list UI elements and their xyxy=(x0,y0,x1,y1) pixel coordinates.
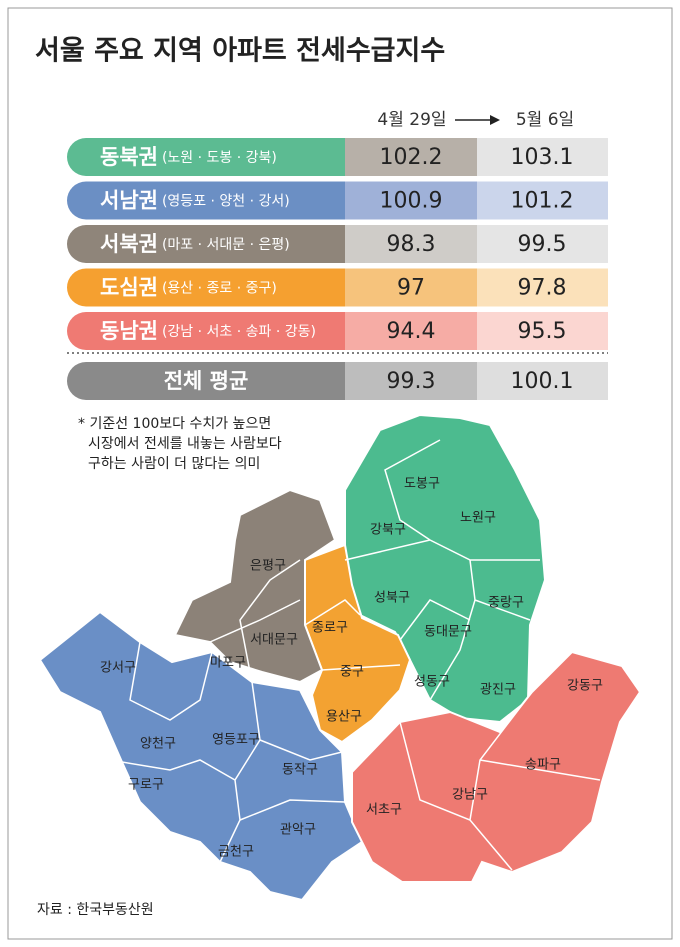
row-label-bg xyxy=(67,268,367,307)
region-southwest xyxy=(38,610,364,902)
district-label: 마포구 xyxy=(210,656,246,671)
district-label: 광진구 xyxy=(480,683,516,698)
cell-bg xyxy=(477,362,608,400)
region-name: 동북권 xyxy=(100,145,158,169)
arrow-head xyxy=(490,115,500,125)
note-line: * 기준선 100보다 수치가 높으면 xyxy=(78,416,271,432)
row-label: 동북권 (노원 · 도봉 · 강북) xyxy=(100,145,277,169)
district-label: 성북구 xyxy=(374,591,410,606)
region-name: 서남권 xyxy=(100,189,158,213)
district-label: 강북구 xyxy=(370,523,406,538)
district-label: 중구 xyxy=(340,665,364,680)
cell-bg xyxy=(477,268,608,307)
region-name: 전체 평균 xyxy=(164,369,249,393)
district-label: 서초구 xyxy=(366,803,402,818)
region-districts: (강남 · 서초 · 송파 · 강동) xyxy=(162,324,316,340)
district-label: 성동구 xyxy=(414,675,450,690)
district-label: 관악구 xyxy=(280,823,316,838)
cell-bg xyxy=(345,268,477,307)
district-label: 양천구 xyxy=(140,737,176,752)
value-cell: 95.5 xyxy=(518,319,567,344)
district-label: 송파구 xyxy=(525,758,561,773)
district-label: 은평구 xyxy=(250,559,286,574)
value-cell: 99.5 xyxy=(518,232,567,257)
cell-bg xyxy=(477,181,608,220)
value-cell: 103.1 xyxy=(511,145,574,170)
district-label: 종로구 xyxy=(312,621,348,636)
note-line: 시장에서 전세를 내놓는 사람보다 xyxy=(88,436,282,452)
region-name: 서북권 xyxy=(100,232,158,256)
row-label-bg xyxy=(67,138,367,176)
row-label: 서북권 (마포 · 서대문 · 은평) xyxy=(100,232,290,256)
row-label-bg xyxy=(67,225,367,263)
cell-bg xyxy=(345,138,477,176)
cell-bg xyxy=(345,181,477,220)
value-cell: 100.1 xyxy=(511,369,574,394)
cell-bg xyxy=(345,312,477,350)
district-borders xyxy=(121,439,601,871)
cell-bg xyxy=(345,362,477,400)
district-label: 강동구 xyxy=(567,679,603,694)
region-name: 도심권 xyxy=(100,276,158,300)
value-cell: 102.2 xyxy=(380,145,443,170)
district-label: 강남구 xyxy=(452,788,488,803)
region-districts: (용산 · 종로 · 중구) xyxy=(162,281,277,297)
value-cell: 99.3 xyxy=(387,369,436,394)
region-districts: (영등포 · 양천 · 강서) xyxy=(162,194,290,210)
column-header: 4월 29일 xyxy=(377,110,446,130)
district-label: 동작구 xyxy=(282,763,318,778)
column-header: 5월 6일 xyxy=(516,110,574,130)
row-label: 서남권 (영등포 · 양천 · 강서) xyxy=(100,189,290,213)
region-northeast xyxy=(344,413,547,724)
region-center xyxy=(304,543,412,744)
district-label: 구로구 xyxy=(128,778,164,793)
district-label: 용산구 xyxy=(326,710,362,725)
district-label: 강서구 xyxy=(100,661,136,676)
value-cell: 100.9 xyxy=(380,189,443,214)
district-label: 영등포구 xyxy=(212,733,260,748)
value-cell: 97 xyxy=(397,276,425,301)
title: 서울 주요 지역 아파트 전세수급지수 xyxy=(35,36,445,67)
value-cell: 94.4 xyxy=(387,319,436,344)
value-cell: 98.3 xyxy=(387,232,436,257)
district-label: 금천구 xyxy=(218,845,254,860)
row-label-bg xyxy=(67,312,367,350)
row-label: 전체 평균 xyxy=(164,369,249,393)
value-cell: 97.8 xyxy=(518,276,567,301)
note-line: 구하는 사람이 더 많다는 의미 xyxy=(88,456,260,472)
region-districts: (마포 · 서대문 · 은평) xyxy=(162,237,290,253)
district-label: 노원구 xyxy=(460,511,496,526)
district-label: 동대문구 xyxy=(424,625,472,640)
district-label: 도봉구 xyxy=(404,477,440,492)
region-southeast xyxy=(351,650,642,883)
region-northwest xyxy=(173,488,337,684)
region-name: 동남권 xyxy=(100,319,158,343)
row-label-bg xyxy=(67,181,367,220)
district-label: 서대문구 xyxy=(250,633,298,648)
cell-bg xyxy=(477,312,608,350)
cell-bg xyxy=(477,138,608,176)
row-label: 도심권 (용산 · 종로 · 중구) xyxy=(100,276,277,300)
source: 자료 : 한국부동산원 xyxy=(37,902,154,918)
row-label: 동남권 (강남 · 서초 · 송파 · 강동) xyxy=(100,319,316,343)
value-cell: 101.2 xyxy=(511,189,574,214)
cell-bg xyxy=(477,225,608,263)
cell-bg xyxy=(345,225,477,263)
row-label-bg xyxy=(67,362,367,400)
district-label: 중랑구 xyxy=(488,596,524,611)
region-districts: (노원 · 도봉 · 강북) xyxy=(162,150,277,166)
